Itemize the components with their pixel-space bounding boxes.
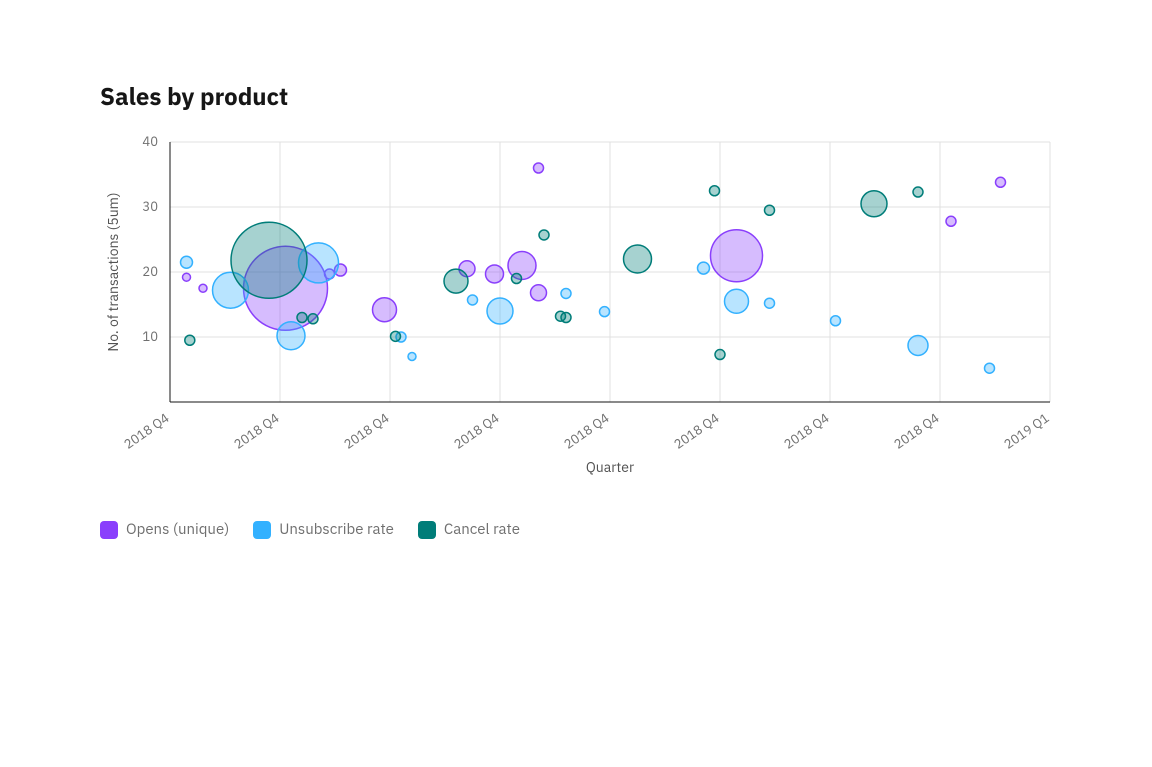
chart-title: Sales by product — [100, 80, 1052, 112]
bubble[interactable] — [624, 245, 652, 273]
bubble[interactable] — [561, 313, 571, 323]
x-tick-label: 2018 Q4 — [891, 409, 943, 452]
bubble[interactable] — [539, 230, 549, 240]
chart-svg: 10 20 30 40 2018 Q4 2018 Q4 2018 Q4 2018 Q4 2018… — [100, 132, 1060, 492]
bubble[interactable] — [913, 187, 923, 197]
bubble[interactable] — [277, 322, 305, 350]
y-tick-label: 30 — [142, 198, 158, 215]
x-tick-label: 2019 Q1 — [1001, 409, 1053, 452]
bubble[interactable] — [600, 307, 610, 317]
bubble[interactable] — [561, 288, 571, 298]
x-axis-label: Quarter — [586, 458, 634, 476]
legend: Opens (unique) Unsubscribe rate Cancel rat… — [100, 520, 1052, 539]
bubble[interactable] — [996, 177, 1006, 187]
x-tick-label: 2018 Q4 — [341, 409, 393, 452]
bubble[interactable] — [185, 335, 195, 345]
legend-label: Unsubscribe rate — [279, 520, 394, 539]
legend-swatch — [253, 521, 271, 539]
legend-label: Cancel rate — [444, 520, 520, 539]
bubble[interactable] — [861, 191, 887, 217]
x-tick-label: 2018 Q4 — [121, 409, 173, 452]
bubble[interactable] — [486, 265, 504, 283]
bubble[interactable] — [183, 273, 191, 281]
x-tick-label: 2018 Q4 — [671, 409, 723, 452]
legend-label: Opens (unique) — [126, 520, 229, 539]
bubble[interactable] — [711, 230, 763, 282]
y-axis-label: No. of transactions (5um) — [104, 192, 122, 351]
bubble[interactable] — [765, 298, 775, 308]
bubble[interactable] — [908, 335, 928, 355]
bubble[interactable] — [308, 314, 318, 324]
bubble[interactable] — [531, 285, 547, 301]
bubble[interactable] — [534, 163, 544, 173]
bubble[interactable] — [725, 289, 749, 313]
bubble[interactable] — [468, 295, 478, 305]
page: Sales by product 10 20 30 40 2018 Q4 2018 Q4 2… — [0, 0, 1152, 767]
bubble[interactable] — [391, 331, 401, 341]
legend-swatch — [100, 521, 118, 539]
bubble[interactable] — [765, 205, 775, 215]
x-tick-label: 2018 Q4 — [561, 409, 613, 452]
bubble[interactable] — [985, 363, 995, 373]
bubble[interactable] — [512, 274, 522, 284]
legend-item[interactable]: Cancel rate — [418, 520, 520, 539]
bubble-chart: 10 20 30 40 2018 Q4 2018 Q4 2018 Q4 2018 Q4 2018… — [100, 132, 1052, 492]
bubble[interactable] — [698, 262, 710, 274]
y-tick-label: 10 — [142, 328, 158, 345]
bubble[interactable] — [408, 353, 416, 361]
bubble[interactable] — [199, 284, 207, 292]
bubble[interactable] — [715, 350, 725, 360]
y-tick-label: 40 — [142, 133, 158, 150]
bubble[interactable] — [297, 313, 307, 323]
bubble[interactable] — [946, 216, 956, 226]
legend-swatch — [418, 521, 436, 539]
legend-item[interactable]: Opens (unique) — [100, 520, 229, 539]
bubble[interactable] — [373, 298, 397, 322]
bubble[interactable] — [444, 269, 468, 293]
bubble[interactable] — [487, 298, 513, 324]
bubble[interactable] — [181, 256, 193, 268]
bubble[interactable] — [831, 316, 841, 326]
bubble[interactable] — [231, 222, 307, 298]
y-tick-label: 20 — [142, 263, 158, 280]
x-tick-label: 2018 Q4 — [781, 409, 833, 452]
x-tick-label: 2018 Q4 — [231, 409, 283, 452]
bubble[interactable] — [710, 186, 720, 196]
x-tick-label: 2018 Q4 — [451, 409, 503, 452]
legend-item[interactable]: Unsubscribe rate — [253, 520, 394, 539]
